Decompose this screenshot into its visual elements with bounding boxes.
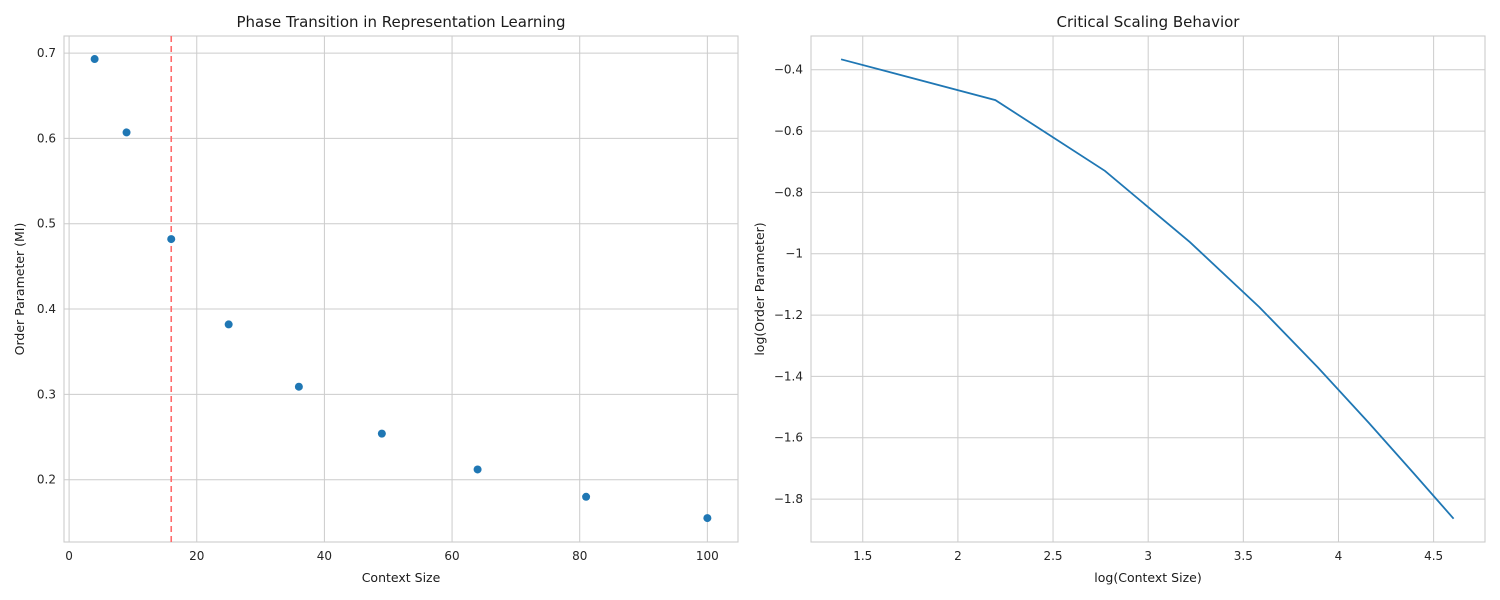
right-x-axis-label: log(Context Size) <box>1094 570 1201 585</box>
left-y-tick-label: 0.6 <box>37 131 56 145</box>
right-y-tick-label: −0.6 <box>774 124 803 138</box>
left-data-point <box>473 465 482 474</box>
left-data-point <box>377 429 386 438</box>
left-x-tick-label: 40 <box>317 549 332 563</box>
right-chart: 1.5 2 2.5 3 3.5 4 4.5 −0.4 −0.6 −0.8 −1 −1.2 −1.4 −1.… <box>752 13 1486 585</box>
right-x-tick-label: 3 <box>1144 549 1152 563</box>
left-y-tick-label: 0.2 <box>37 473 56 487</box>
right-y-tick-label: −0.4 <box>774 63 803 77</box>
left-y-axis-label: Order Parameter (MI) <box>12 223 27 356</box>
right-chart-title: Critical Scaling Behavior <box>1057 13 1241 31</box>
left-data-point <box>90 55 99 64</box>
right-x-tick-label: 1.5 <box>853 549 872 563</box>
right-x-tick-label: 3.5 <box>1234 549 1253 563</box>
right-x-tick-label: 2 <box>954 549 962 563</box>
left-y-tick-label: 0.7 <box>37 46 56 60</box>
right-y-tick-label: −1.4 <box>774 369 803 383</box>
right-y-tick-label: −0.8 <box>774 185 803 199</box>
left-data-point <box>224 320 233 329</box>
left-x-tick-label: 20 <box>189 549 204 563</box>
right-x-tick-label: 4.5 <box>1424 549 1443 563</box>
left-plot-frame <box>63 35 739 543</box>
left-data-point <box>703 514 712 523</box>
left-x-axis-label: Context Size <box>362 570 441 585</box>
left-data-point <box>167 235 176 244</box>
left-data-point <box>122 128 131 137</box>
left-x-tick-label: 60 <box>444 549 459 563</box>
left-chart-title: Phase Transition in Representation Learn… <box>236 13 565 31</box>
right-y-tick-label: −1.2 <box>774 308 803 322</box>
left-data-point <box>582 492 591 501</box>
left-y-tick-label: 0.4 <box>37 302 56 316</box>
right-y-axis-label: log(Order Parameter) <box>752 222 767 355</box>
right-y-tick-label: −1.6 <box>774 431 803 445</box>
right-y-tick-label: −1.8 <box>774 492 803 506</box>
right-y-tick-label: −1 <box>785 247 803 261</box>
right-x-tick-label: 2.5 <box>1043 549 1062 563</box>
left-y-tick-label: 0.3 <box>37 387 56 401</box>
right-plot-frame <box>810 35 1486 543</box>
left-chart: 0 20 40 60 80 100 0.2 0.3 0.4 0.5 0.6 0.7 Phase Tra… <box>12 13 739 585</box>
left-y-tick-label: 0.5 <box>37 217 56 231</box>
right-series-line <box>840 58 1455 520</box>
right-x-tick-label: 4 <box>1335 549 1343 563</box>
left-x-tick-label: 0 <box>65 549 73 563</box>
left-data-point <box>294 382 303 391</box>
left-x-tick-label: 100 <box>696 549 719 563</box>
left-x-tick-label: 80 <box>572 549 587 563</box>
